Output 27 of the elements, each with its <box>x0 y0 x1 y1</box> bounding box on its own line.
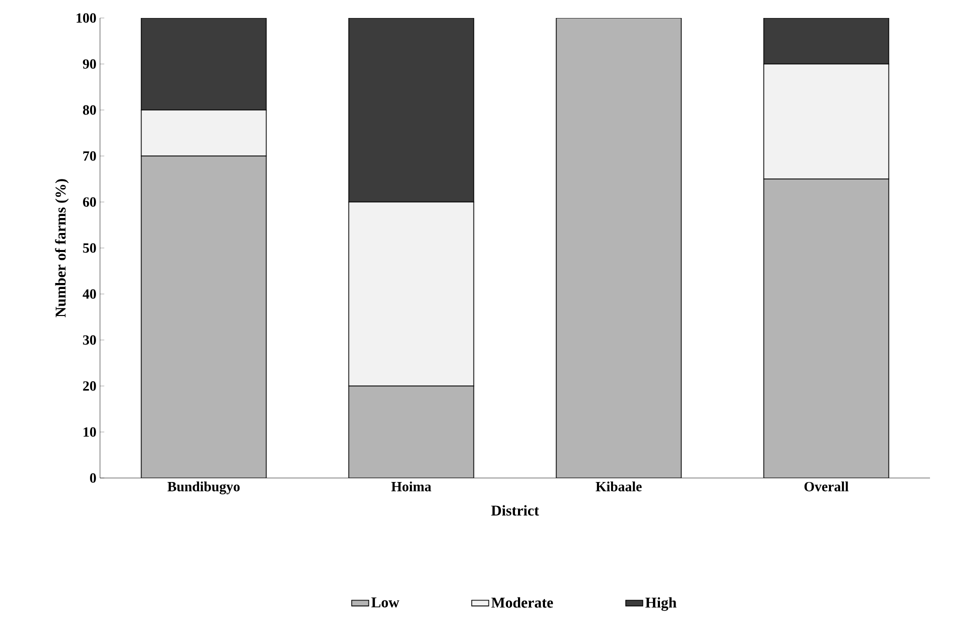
bar <box>763 178 890 478</box>
y-tick-label: 10 <box>84 427 96 437</box>
bar <box>556 18 682 478</box>
bar <box>763 18 890 64</box>
bar <box>140 156 267 478</box>
legend-label: Low <box>371 597 400 608</box>
y-tick-label: 70 <box>83 151 96 161</box>
y-tick-label: 30 <box>83 335 96 345</box>
bar <box>348 18 474 202</box>
legend-label: High <box>645 597 676 611</box>
y-tick-label: 20 <box>83 381 96 391</box>
y-tick-label: 0 <box>90 473 96 483</box>
y-tick-label: 50 <box>83 243 96 253</box>
y-tick-label: 80 <box>83 105 96 115</box>
x-tick-label: Hoima <box>391 482 432 492</box>
x-axis-title: District <box>491 505 540 516</box>
y-tick-label: 90 <box>82 59 96 69</box>
x-tick-label: Bundibugyo <box>168 482 240 494</box>
x-tick-label: Kibaale <box>596 482 642 492</box>
y-axis-title: Number of farms (%) <box>55 179 69 318</box>
y-tick-label: 100 <box>76 13 96 23</box>
y-tick-label: 40 <box>82 289 96 299</box>
bar <box>348 386 474 478</box>
legend-label: Moderate <box>491 597 553 608</box>
y-tick-label: 60 <box>83 197 96 207</box>
x-tick-label: Overall <box>804 482 848 492</box>
bar <box>140 18 267 110</box>
